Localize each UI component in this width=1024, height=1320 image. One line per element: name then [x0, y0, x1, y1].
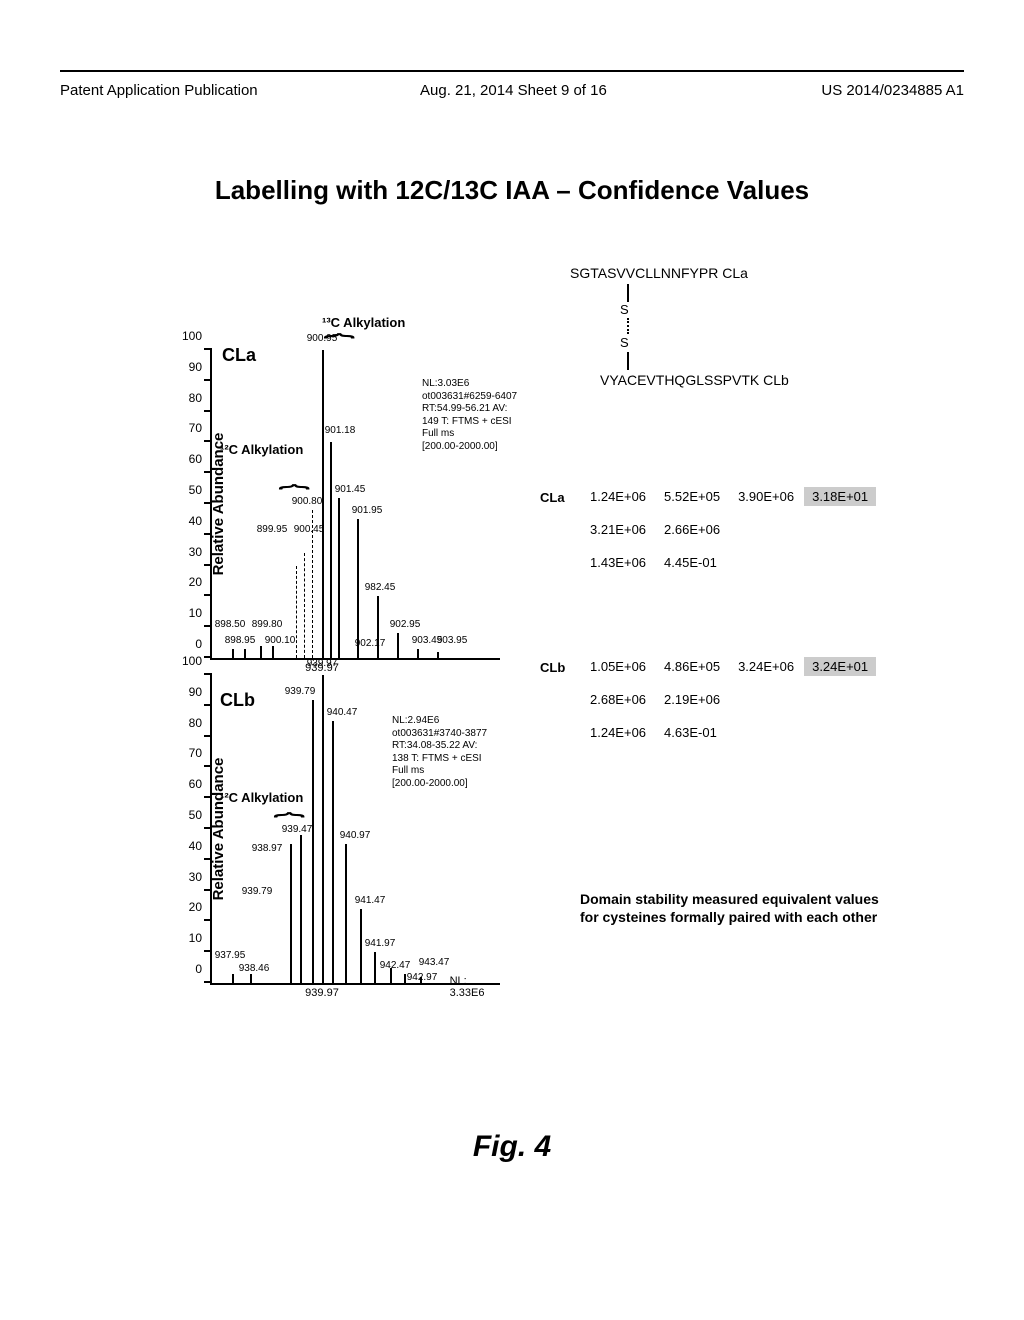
chart-clb: Relative Abundance 0 10 20 30 40 50 60 7…	[210, 675, 500, 985]
plabel-main-b: 939.97	[307, 658, 338, 669]
table-b-name: CLb	[540, 660, 565, 675]
header-left: Patent Application Publication	[60, 82, 258, 99]
xline-b: 939.97	[305, 987, 339, 999]
peak-main-b	[322, 675, 324, 983]
peptide-bottom: VYACEVTHQGLSSPVTK CLb	[600, 372, 789, 388]
ss-line-top	[627, 284, 629, 302]
table-a-name: CLa	[540, 490, 565, 505]
header-right: US 2014/0234885 A1	[821, 82, 964, 99]
cla-12c-label: ¹²C Alkylation	[220, 442, 303, 457]
figure-area: Relative Abundance 0 10 20 30 40 50 60 7…	[130, 320, 500, 1080]
table-b: 1.05E+06 4.86E+05 3.24E+06 3.24E+01 2.68…	[580, 655, 878, 744]
nl-b: NL: 3.33E6	[450, 975, 485, 999]
chart-cla: Relative Abundance 0 10 20 30 40 50 60 7…	[210, 350, 500, 660]
cla-13c-label: ¹³C Alkylation	[322, 315, 405, 330]
ss-s-bottom: S	[620, 335, 629, 350]
cla-confidence: 3.18E+01	[804, 487, 876, 506]
ylabel-b: Relative Abundance	[210, 758, 227, 901]
peptide-top: SGTASVVCLLNNFYPR CLa	[570, 265, 748, 281]
stability-note: Domain stability measured equivalent val…	[580, 890, 900, 926]
header-rule	[60, 70, 964, 72]
ss-s-top: S	[620, 302, 629, 317]
ss-dotted	[627, 318, 629, 334]
meta-a: NL:3.03E6 ot003631#6259-6407 RT:54.99-56…	[422, 378, 517, 453]
cla-name: CLa	[222, 345, 256, 366]
meta-b: NL:2.94E6 ot003631#3740-3877 RT:34.08-35…	[392, 715, 487, 790]
ss-line-bottom	[627, 352, 629, 370]
clb-confidence: 3.24E+01	[804, 657, 876, 676]
table-a: 1.24E+06 5.52E+05 3.90E+06 3.18E+01 3.21…	[580, 485, 878, 574]
clb-name: CLb	[220, 690, 255, 711]
plabel-main-a: 900.95	[307, 333, 338, 344]
header-center: Aug. 21, 2014 Sheet 9 of 16	[420, 82, 607, 99]
page-title: Labelling with 12C/13C IAA – Confidence …	[0, 175, 1024, 206]
figure-caption: Fig. 4	[0, 1130, 1024, 1164]
clb-12c-label: ¹²C Alkylation	[220, 790, 303, 805]
